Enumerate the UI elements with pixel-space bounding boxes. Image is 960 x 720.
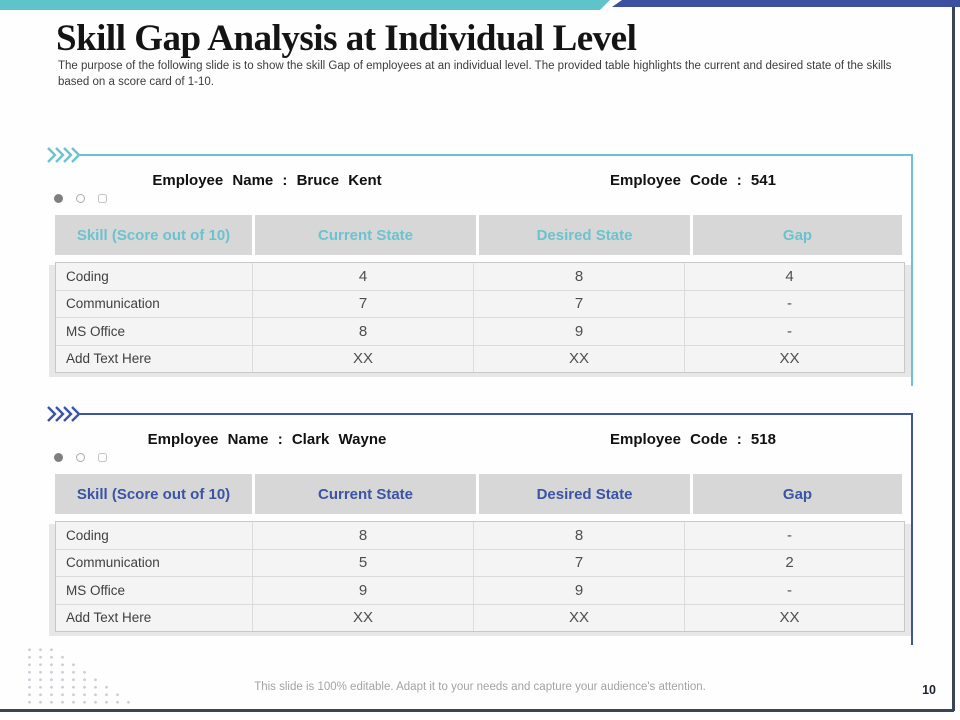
employee-code: Employee Code : 541 <box>610 172 776 189</box>
table-row: Communication 5 7 2 <box>56 549 904 577</box>
footer-note: This slide is 100% editable. Adapt it to… <box>254 681 706 693</box>
desired-state-cell: 8 <box>474 522 685 549</box>
employee-panel-1: Employee Name : Bruce Kent Employee Code… <box>0 147 960 397</box>
desired-state-cell: 9 <box>474 577 685 604</box>
bullet-filled-icon <box>54 453 63 462</box>
bullet-outline-icon <box>98 453 107 462</box>
table-row: Coding 8 8 - <box>56 522 904 550</box>
slide-title: Skill Gap Analysis at Individual Level <box>56 18 637 59</box>
bottom-frame-line <box>0 709 954 712</box>
table-row: Communication 7 7 - <box>56 290 904 318</box>
top-bar-navy <box>612 0 960 7</box>
table-row: MS Office 8 9 - <box>56 318 904 346</box>
column-header-skill: Skill (Score out of 10) <box>55 474 252 514</box>
current-state-cell: 4 <box>253 263 474 290</box>
panel-top-line <box>80 413 912 415</box>
skill-cell: Communication <box>56 549 253 576</box>
table-row: MS Office 9 9 - <box>56 577 904 605</box>
employee-name: Employee Name : Clark Wayne <box>147 431 387 448</box>
bullet-filled-icon <box>54 194 63 203</box>
desired-state-cell: 8 <box>474 263 685 290</box>
table-header-row: Skill (Score out of 10) Current State De… <box>55 474 905 514</box>
column-header-gap: Gap <box>693 474 902 514</box>
bullet-outline-icon <box>76 194 85 203</box>
desired-state-cell: 9 <box>474 318 685 345</box>
gap-cell: 2 <box>785 554 794 572</box>
gap-cell: XX <box>779 350 800 368</box>
skill-cell: MS Office <box>56 318 253 345</box>
bullet-outline-icon <box>76 453 85 462</box>
skill-cell: MS Office <box>56 577 253 604</box>
skill-cell: Coding <box>56 522 253 549</box>
gap-cell: 4 <box>785 267 794 285</box>
gap-cell: - <box>787 295 792 313</box>
skill-cell: Add Text Here <box>56 345 253 372</box>
desired-state-cell: XX <box>474 345 685 372</box>
column-header-current-state: Current State <box>255 474 476 514</box>
right-frame-line <box>952 7 955 711</box>
current-state-cell: 8 <box>253 318 474 345</box>
employee-name: Employee Name : Bruce Kent <box>152 172 382 189</box>
desired-state-cell: 7 <box>474 549 685 576</box>
current-state-cell: 7 <box>253 290 474 317</box>
top-bar-teal <box>0 0 610 10</box>
gap-cell: - <box>787 581 792 599</box>
table-row: Coding 4 8 4 <box>56 263 904 291</box>
current-state-cell: XX <box>253 604 474 631</box>
column-header-skill: Skill (Score out of 10) <box>55 215 252 255</box>
desired-state-cell: XX <box>474 604 685 631</box>
slide-subtitle: The purpose of the following slide is to… <box>58 60 892 89</box>
bullet-indicators <box>54 453 107 462</box>
table-header-row: Skill (Score out of 10) Current State De… <box>55 215 905 255</box>
skill-table: Coding 4 8 4 Communication 7 7 - MS Offi… <box>55 262 905 373</box>
bullet-indicators <box>54 194 107 203</box>
skill-table: Coding 8 8 - Communication 5 7 2 MS Offi… <box>55 521 905 632</box>
chevrons-icon <box>47 147 81 163</box>
column-header-desired-state: Desired State <box>479 474 690 514</box>
chevrons-icon <box>47 406 81 422</box>
current-state-cell: 8 <box>253 522 474 549</box>
bullet-outline-icon <box>98 194 107 203</box>
table-row: Add Text Here XX XX XX <box>56 604 904 631</box>
current-state-cell: 5 <box>253 549 474 576</box>
panel-top-line <box>80 154 912 156</box>
desired-state-cell: 7 <box>474 290 685 317</box>
panel-right-line <box>911 413 913 645</box>
employee-code: Employee Code : 518 <box>610 431 776 448</box>
gap-cell: - <box>787 526 792 544</box>
page-number: 10 <box>922 683 936 697</box>
column-header-current-state: Current State <box>255 215 476 255</box>
column-header-desired-state: Desired State <box>479 215 690 255</box>
employee-panel-2: Employee Name : Clark Wayne Employee Cod… <box>0 406 960 656</box>
skill-cell: Add Text Here <box>56 604 253 631</box>
column-header-gap: Gap <box>693 215 902 255</box>
skill-cell: Communication <box>56 290 253 317</box>
table-row: Add Text Here XX XX XX <box>56 345 904 372</box>
current-state-cell: 9 <box>253 577 474 604</box>
panel-right-line <box>911 154 913 386</box>
gap-cell: - <box>787 322 792 340</box>
current-state-cell: XX <box>253 345 474 372</box>
gap-cell: XX <box>779 609 800 627</box>
skill-cell: Coding <box>56 263 253 290</box>
